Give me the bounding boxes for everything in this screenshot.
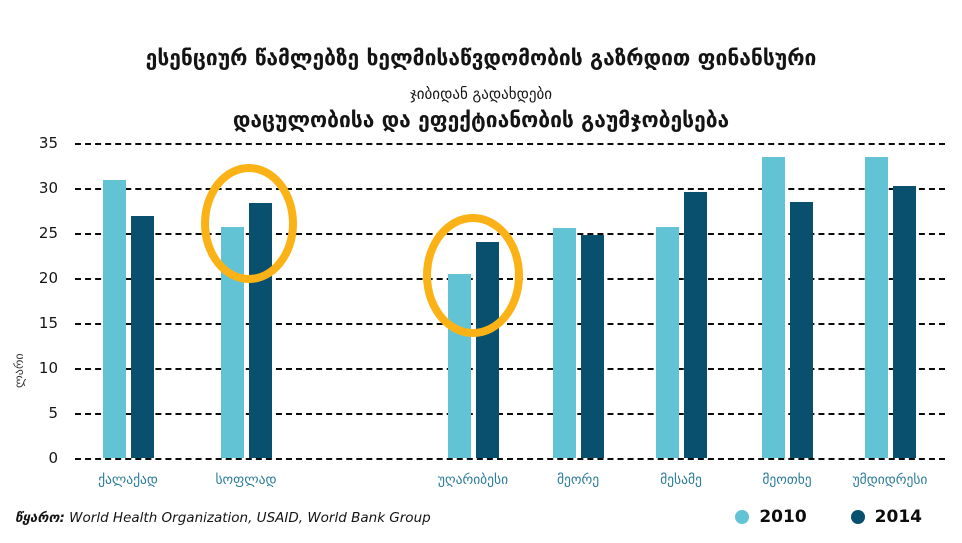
chart-subtitle: ჯიბიდან გადახდები <box>409 85 553 103</box>
x-category-label-7: უმდიდრესი <box>852 472 928 488</box>
y-tick-label-15: 15 <box>38 313 58 332</box>
source-label: წყარო: <box>15 510 65 526</box>
x-category-label-1: ქალაქად <box>98 472 158 488</box>
source-note: წყარო: World Health Organization, USAID,… <box>15 510 431 526</box>
bar-2014-მესამე <box>683 191 707 458</box>
bar-2010-ქალაქად <box>102 179 126 458</box>
legend-label-2010: 2010 <box>759 507 807 527</box>
legend: 2010 2014 <box>735 507 922 527</box>
gridline-10 <box>75 368 945 370</box>
bar-group-1 <box>102 179 154 458</box>
bar-group-5 <box>655 191 707 458</box>
x-category-label-2: სოფლად <box>215 472 277 488</box>
plot-area: ქალაქად სოფლად უღარიბესი მეორე მესამე მეოთხე უ… <box>75 143 945 488</box>
gridline-0 <box>75 458 945 460</box>
bar-2014-მეოთხე <box>789 202 813 458</box>
highlight-ellipse-უღარიბესი <box>423 214 523 337</box>
legend-item-2014: 2014 <box>850 507 922 527</box>
y-tick-label-25: 25 <box>38 223 58 242</box>
bar-2010-სოფლად <box>220 226 244 458</box>
y-tick-label-35: 35 <box>38 133 58 152</box>
gridline-30 <box>75 188 945 190</box>
x-category-label-6: მეოთხე <box>762 472 812 488</box>
y-tick-label-30: 30 <box>38 178 58 197</box>
legend-dot-2010-icon <box>735 510 750 524</box>
highlight-ellipse-სოფლად <box>201 164 297 283</box>
y-tick-label-0: 0 <box>48 448 58 467</box>
x-category-label-5: მესამე <box>660 472 702 488</box>
legend-label-2014: 2014 <box>874 507 922 527</box>
x-category-label-3: უღარიბესი <box>437 472 509 488</box>
y-tick-label-10: 10 <box>38 358 58 377</box>
bar-2014-მეორე <box>580 234 604 458</box>
chart-title-line2: დაცულობისა და ეფექტიანობის გაუმჯობესება <box>232 108 730 132</box>
chart-title: ესენციურ წამლებზე ხელმისაწვდომობის გაზრდ… <box>0 12 962 136</box>
bar-2014-ქალაქად <box>130 215 154 458</box>
bar-2014-უმდიდრესი <box>892 186 916 458</box>
gridline-15 <box>75 323 945 325</box>
legend-dot-2014-icon <box>850 510 865 524</box>
bar-group-4 <box>552 227 604 458</box>
bar-group-7 <box>864 157 916 458</box>
bar-2010-მეოთხე <box>761 157 785 458</box>
y-tick-label-5: 5 <box>48 403 58 422</box>
chart-title-line1: ესენციურ წამლებზე ხელმისაწვდომობის გაზრდ… <box>145 46 817 70</box>
bar-2010-უმდიდრესი <box>864 157 888 458</box>
bar-2010-მეორე <box>552 227 576 458</box>
source-text: World Health Organization, USAID, World … <box>64 510 431 526</box>
x-category-label-4: მეორე <box>556 472 600 488</box>
y-tick-label-20: 20 <box>38 268 58 287</box>
gridline-35 <box>75 143 945 145</box>
bar-2010-მესამე <box>655 226 679 458</box>
legend-item-2010: 2010 <box>735 507 807 527</box>
gridline-5 <box>75 413 945 415</box>
bar-group-6 <box>761 157 813 458</box>
